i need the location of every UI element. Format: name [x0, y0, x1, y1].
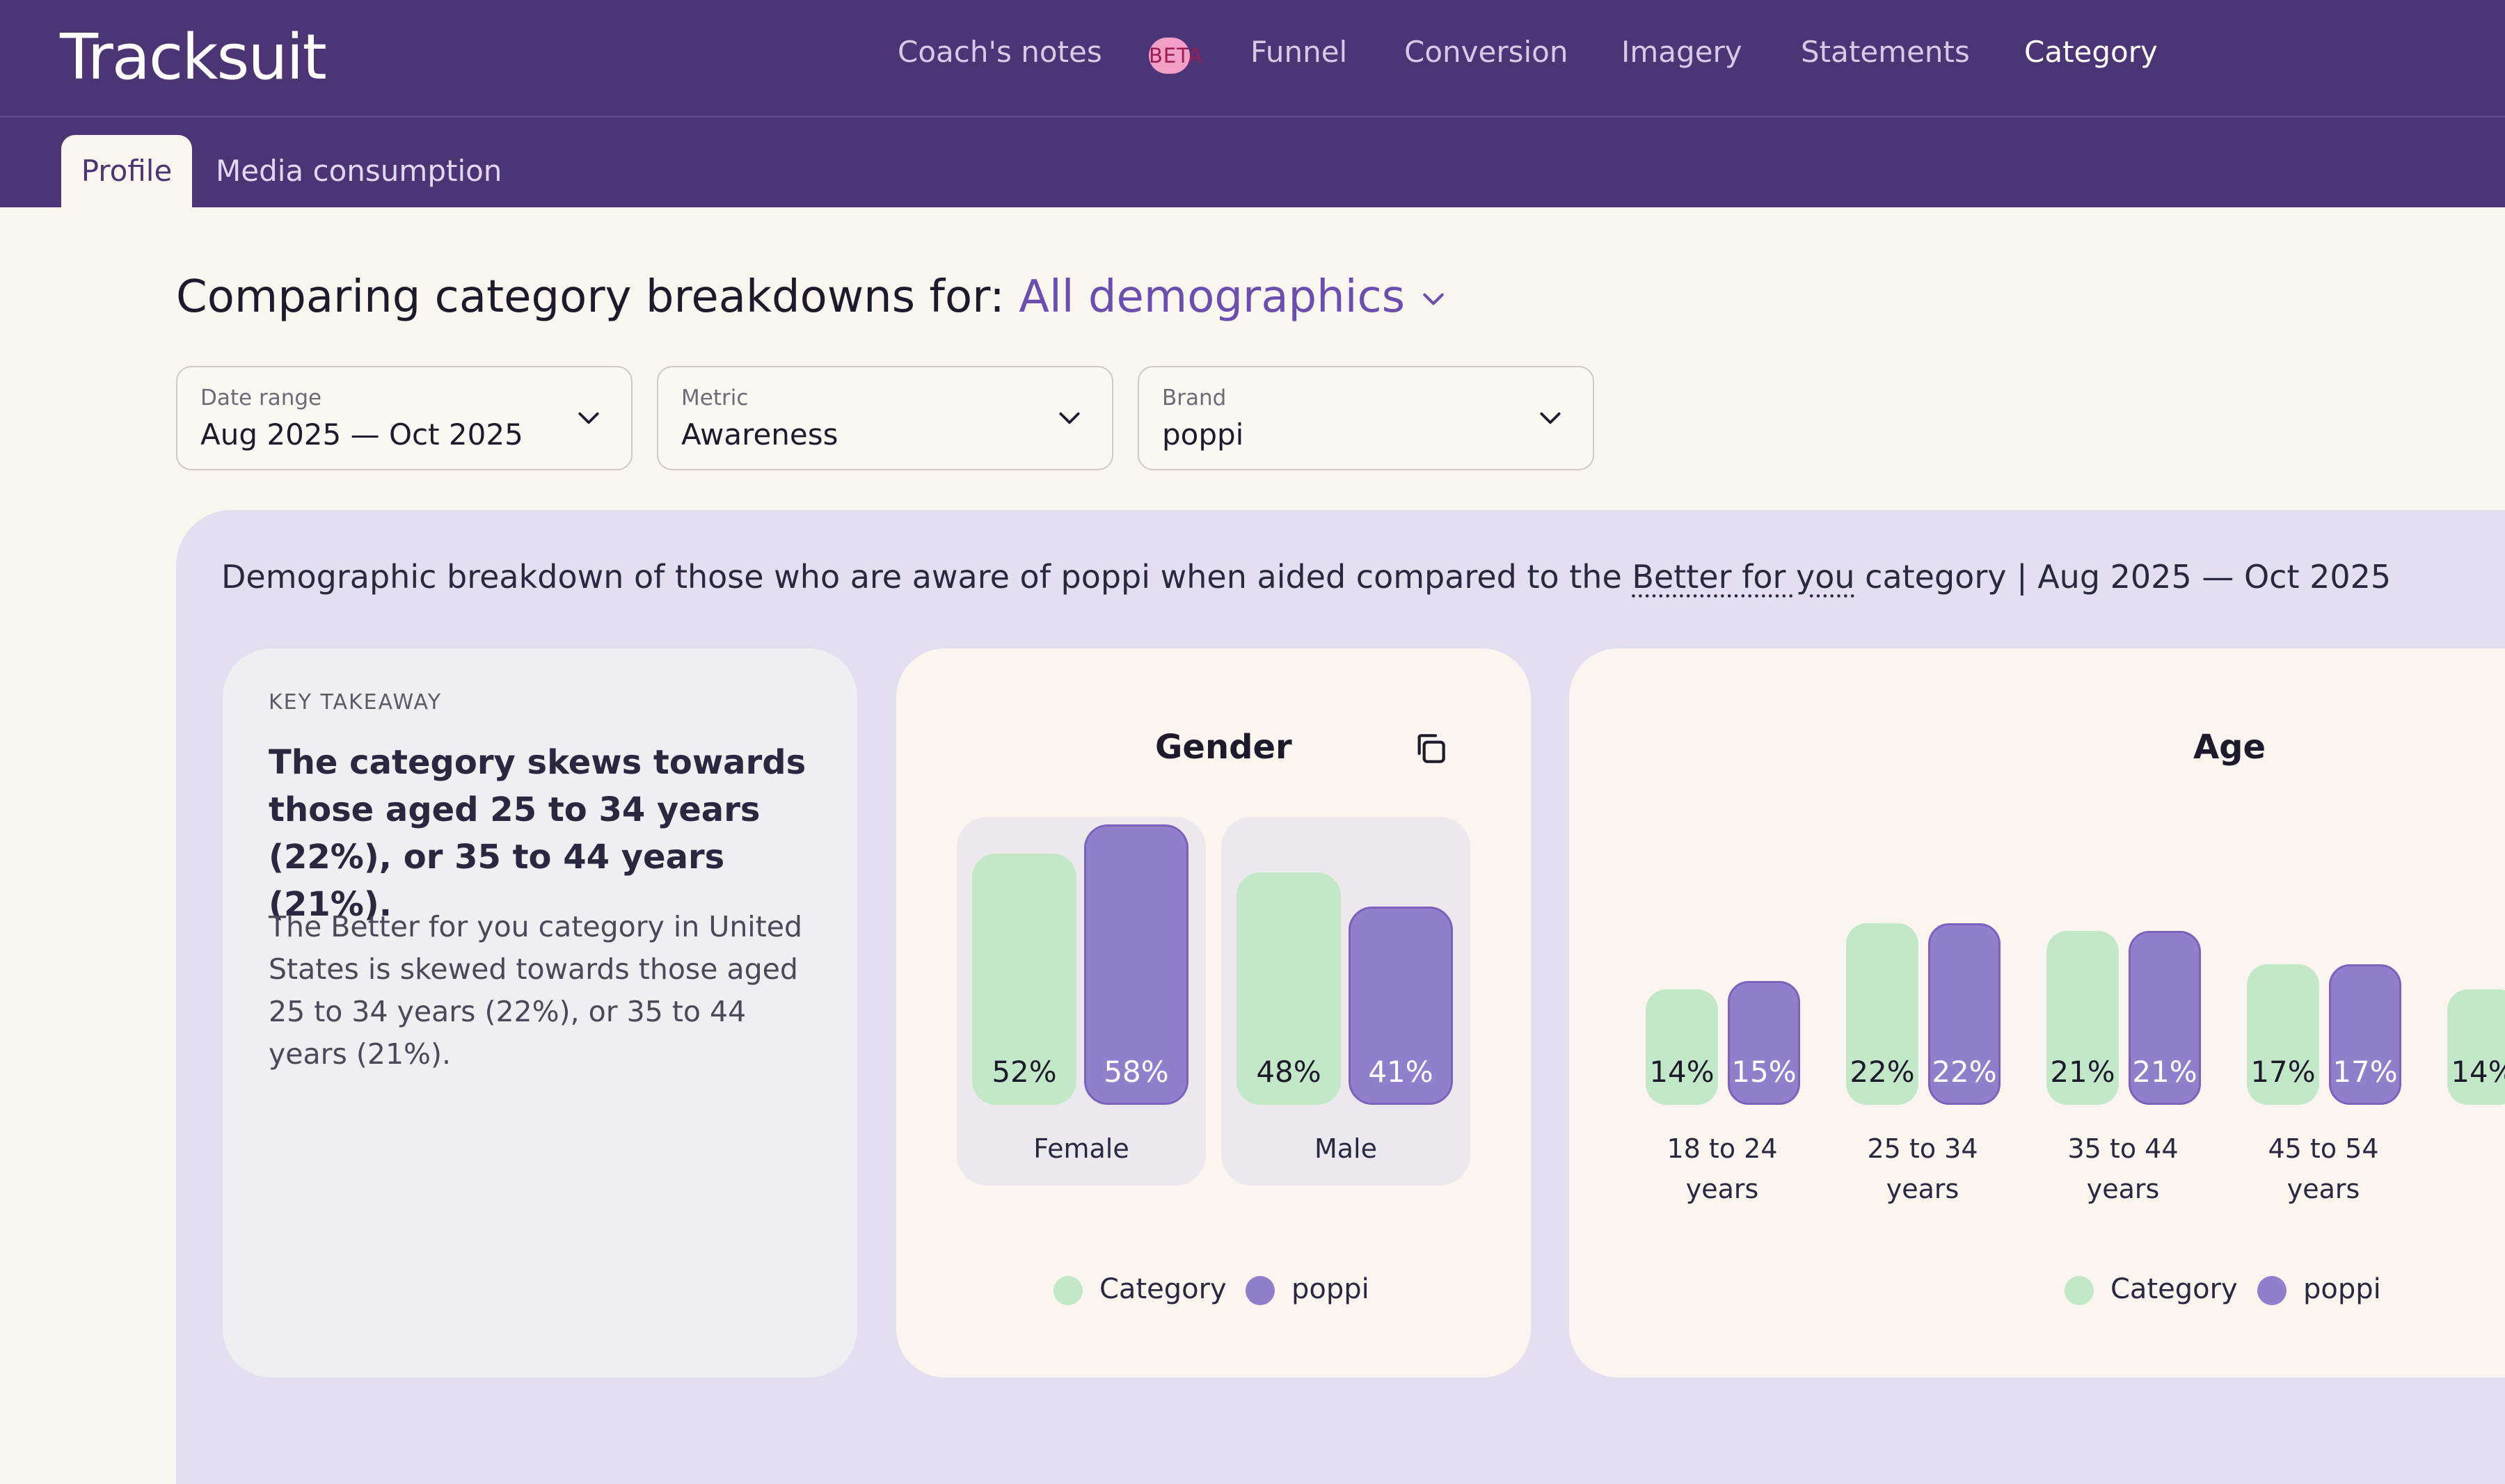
- beta-badge: BETA: [1149, 38, 1203, 74]
- key-takeaway-body: The Better for you category in United St…: [269, 910, 803, 1071]
- metric-label: Metric: [681, 385, 749, 410]
- bar-cat-female: [972, 853, 1076, 1105]
- bar-cat-age-4: [2447, 989, 2505, 1105]
- key-takeaway-label: KEY TAKEAWAY: [269, 690, 443, 715]
- bar-value-label: 58%: [1104, 1055, 1169, 1089]
- x-axis-label: 45 to 54 years: [2219, 1128, 2428, 1209]
- beta-badge-label: BETA: [1149, 44, 1203, 67]
- metric-select[interactable]: Metric Awareness: [657, 366, 1113, 470]
- age-chart-title: Age: [2193, 728, 2266, 767]
- x-axis-label-line1: 45 to 54: [2268, 1133, 2379, 1164]
- brand-label: Brand: [1162, 385, 1227, 410]
- x-axis-label: 18 to 24 years: [1618, 1128, 1827, 1209]
- x-axis-label-line1: 35 to 44: [2067, 1133, 2179, 1164]
- bar-cat-age-1: [1846, 923, 1918, 1105]
- x-axis-label: Female: [1033, 1133, 1129, 1164]
- bar-brand-age-3: [2329, 964, 2401, 1105]
- legend-swatch: [1246, 1276, 1275, 1305]
- x-axis-label-line2: years: [1886, 1174, 1959, 1204]
- demographic-selector-label: All demographics: [1019, 271, 1406, 323]
- bar-value-label: 21%: [2132, 1055, 2197, 1089]
- legend-label: poppi: [1291, 1273, 1369, 1305]
- top-navigation-bar: Tracksuit Coach's notes BETA Funnel Conv…: [0, 0, 2505, 207]
- bar-brand-male: [1349, 907, 1453, 1105]
- chevron-down-icon: [1540, 412, 1561, 424]
- category-link[interactable]: Better for you: [1632, 558, 1855, 596]
- key-takeaway-title: The category skews towards those aged 25…: [269, 743, 806, 924]
- bar-value-label: 17%: [2332, 1055, 2398, 1089]
- brand-select[interactable]: Brand poppi: [1138, 366, 1594, 470]
- nav-imagery[interactable]: Imagery: [1621, 35, 1742, 69]
- legend-label: Category: [1099, 1273, 1227, 1305]
- bar-value-label: 22%: [1932, 1055, 1997, 1089]
- x-axis-label-line2: years: [2287, 1174, 2360, 1204]
- bar-brand-female: [1084, 824, 1188, 1105]
- tab-media-consumption[interactable]: Media consumption: [216, 154, 502, 188]
- x-axis-label-line1: 18 to 24: [1667, 1133, 1778, 1164]
- nav-funnel[interactable]: Funnel: [1250, 35, 1348, 69]
- bar-value-label: 14%: [1649, 1055, 1715, 1089]
- nav-divider: [0, 115, 2505, 118]
- bar-value-label: 52%: [992, 1055, 1057, 1089]
- copy-icon[interactable]: [1411, 729, 1450, 768]
- legend-item-category: Category: [2065, 1273, 2238, 1305]
- chevron-down-icon: [1059, 412, 1080, 424]
- panel-description-end: category | Aug 2025 — Oct 2025: [1854, 558, 2392, 596]
- date-range-label: Date range: [200, 385, 322, 410]
- panel-description: Demographic breakdown of those who are a…: [221, 558, 2391, 596]
- nav-category[interactable]: Category: [2024, 35, 2158, 69]
- x-axis-label-line1: 55: [2419, 1128, 2505, 1169]
- chevron-down-icon: [578, 412, 599, 424]
- bar-brand-age-1: [1928, 923, 2001, 1105]
- bar-value-label: 21%: [2050, 1055, 2115, 1089]
- bar-value-label: 22%: [1850, 1055, 1915, 1089]
- bar-brand-age-2: [2129, 931, 2201, 1105]
- gender-chart-title: Gender: [1155, 728, 1292, 767]
- page-title: Comparing category breakdowns for: All d…: [176, 271, 1447, 323]
- app-logo[interactable]: Tracksuit: [60, 21, 327, 94]
- legend-swatch: [2065, 1276, 2094, 1305]
- panel-description-start: Demographic breakdown of those who are a…: [221, 558, 1632, 596]
- bar-value-label: 14%: [2451, 1055, 2505, 1089]
- bar-cat-age-2: [2046, 931, 2119, 1105]
- metric-value: Awareness: [681, 417, 838, 452]
- nav-statements[interactable]: Statements: [1801, 35, 1970, 69]
- demographic-selector[interactable]: All demographics: [1019, 271, 1447, 323]
- bar-value-label: 15%: [1731, 1055, 1797, 1089]
- bar-cat-male: [1236, 872, 1341, 1105]
- tab-profile[interactable]: Profile: [61, 135, 192, 207]
- legend-item-brand: poppi: [1246, 1273, 1369, 1305]
- bar-value-label: 48%: [1256, 1055, 1321, 1089]
- nav-conversion[interactable]: Conversion: [1404, 35, 1568, 69]
- bar-value-label: 41%: [1368, 1055, 1433, 1089]
- x-axis-label: 25 to 34 years: [1818, 1128, 2027, 1209]
- x-axis-label-line2: years: [1685, 1174, 1759, 1204]
- legend-label: poppi: [2303, 1273, 2381, 1305]
- x-axis-label-line1: 25 to 34: [1867, 1133, 1978, 1164]
- chevron-down-icon: [1423, 294, 1444, 305]
- page-title-prefix: Comparing category breakdowns for:: [176, 271, 1005, 323]
- legend-label: Category: [2110, 1273, 2238, 1305]
- bar-value-label: 17%: [2250, 1055, 2316, 1089]
- bar-cat-age-3: [2247, 964, 2319, 1105]
- x-axis-label-line2: y: [2419, 1169, 2505, 1209]
- date-range-select[interactable]: Date range Aug 2025 — Oct 2025: [176, 366, 633, 470]
- key-takeaway-card: [223, 648, 857, 1378]
- x-axis-label: 35 to 44 years: [2019, 1128, 2227, 1209]
- bar-cat-age-0: [1646, 989, 1718, 1105]
- legend-item-category: Category: [1053, 1273, 1227, 1305]
- x-axis-label: Male: [1314, 1133, 1377, 1164]
- date-range-value: Aug 2025 — Oct 2025: [200, 417, 523, 452]
- nav-coachs-notes[interactable]: Coach's notes: [898, 35, 1102, 69]
- legend-swatch: [2257, 1276, 2287, 1305]
- legend-item-brand: poppi: [2257, 1273, 2381, 1305]
- brand-value: poppi: [1162, 417, 1244, 452]
- x-axis-label-line2: years: [2086, 1174, 2160, 1204]
- bar-brand-age-0: [1728, 980, 1800, 1105]
- legend-swatch: [1053, 1276, 1083, 1305]
- x-axis-label: 55y: [2419, 1128, 2505, 1209]
